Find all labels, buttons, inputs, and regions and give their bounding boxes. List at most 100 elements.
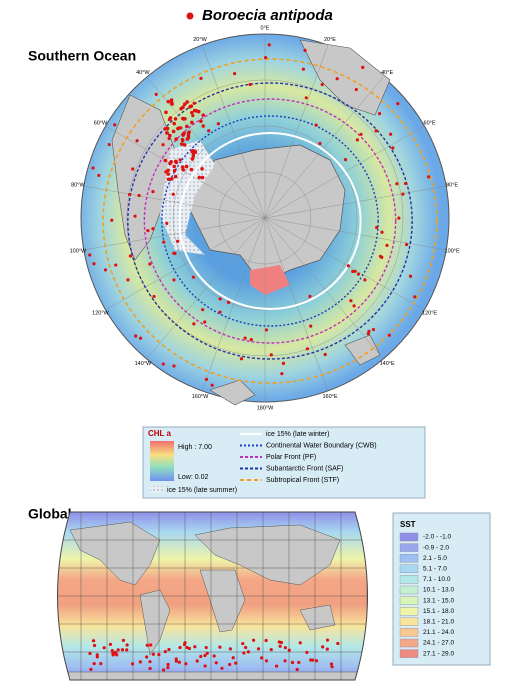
occurrence <box>199 76 203 80</box>
occurrence <box>203 664 207 668</box>
occurrence <box>169 101 174 105</box>
occurrence <box>367 329 371 333</box>
occurrence <box>218 310 222 314</box>
occurrence <box>234 661 238 665</box>
occurrence <box>346 264 351 268</box>
occurrence <box>187 130 191 134</box>
sst-label: 18.1 - 21.0 <box>423 619 454 626</box>
occurrence <box>361 65 365 69</box>
longitude-label: 20°W <box>193 37 207 43</box>
occurrence <box>190 110 194 115</box>
occurrence <box>298 641 302 645</box>
meridian <box>83 217 266 251</box>
occurrence <box>179 142 184 146</box>
occurrence <box>172 121 177 126</box>
occurrence <box>228 662 232 667</box>
occurrence <box>130 662 135 666</box>
occurrence <box>329 662 334 666</box>
occurrence <box>189 167 194 172</box>
longitude-label: 140°W <box>135 361 152 367</box>
occurrence <box>352 304 356 308</box>
occurrence <box>191 152 196 157</box>
occurrence <box>201 308 205 312</box>
occurrence <box>214 661 218 665</box>
occurrence <box>133 214 137 218</box>
sst-swatch <box>399 649 419 658</box>
occurrence <box>169 98 174 102</box>
sst-label: 27.1 - 29.0 <box>423 650 454 657</box>
occurrence <box>151 189 155 194</box>
occurrence <box>343 158 348 162</box>
occurrence <box>264 55 268 60</box>
longitude-label: 180°W <box>257 405 274 411</box>
occurrence <box>162 240 166 244</box>
occurrence <box>371 327 376 332</box>
sst-swatch <box>399 543 419 552</box>
occurrence <box>125 648 129 652</box>
occurrence <box>378 254 383 258</box>
occurrence <box>231 656 235 660</box>
occurrence <box>149 643 153 647</box>
occurrence <box>408 274 413 278</box>
occurrence <box>188 105 192 109</box>
occurrence <box>256 647 261 651</box>
occurrence <box>353 269 357 273</box>
occurrence <box>172 364 176 368</box>
occurrence <box>205 651 209 655</box>
occurrence <box>325 638 330 642</box>
sst-swatch <box>399 596 419 605</box>
occurrence <box>195 659 199 663</box>
occurrence <box>252 638 256 642</box>
meridian <box>264 185 447 219</box>
occurrence <box>92 262 96 266</box>
occurrence <box>228 647 232 651</box>
occurrence <box>275 664 279 668</box>
occurrence <box>194 109 199 113</box>
occurrence <box>191 275 196 279</box>
occurrence <box>148 262 152 266</box>
occurrence <box>108 642 113 646</box>
occurrence <box>314 123 318 127</box>
occurrence <box>92 661 96 666</box>
sst-label: -2.0 - -1.0 <box>423 534 452 541</box>
occurrence <box>146 229 150 233</box>
longitude-label: 100°W <box>70 248 87 254</box>
occurrence <box>161 362 165 366</box>
occurrence <box>114 652 118 656</box>
occurrence <box>167 647 171 652</box>
occurrence <box>165 131 169 135</box>
occurrence <box>192 322 196 326</box>
occurrence <box>200 167 204 171</box>
front-line <box>161 115 379 327</box>
occurrence <box>355 138 360 142</box>
occurrence <box>125 643 129 647</box>
occurrence <box>199 654 203 659</box>
occurrence <box>314 659 319 663</box>
occurrence <box>323 352 327 357</box>
front-line <box>143 98 397 344</box>
occurrence <box>269 647 273 652</box>
longitude-label: 140°E <box>380 361 395 367</box>
sst-label: -0.9 - 2.0 <box>423 544 449 551</box>
occurrence <box>180 165 185 169</box>
occurrence <box>145 655 149 659</box>
occurrence <box>184 662 188 666</box>
title: Boroecia antipoda <box>202 7 333 24</box>
occurrence <box>404 242 409 247</box>
occurrence <box>301 67 305 71</box>
occurrence <box>366 332 370 336</box>
occurrence <box>186 135 191 140</box>
occurrence <box>165 126 170 131</box>
occurrence <box>359 132 363 136</box>
occurrence <box>239 357 244 361</box>
occurrence <box>391 146 395 150</box>
sst-swatch <box>399 585 419 595</box>
longitude-label: 80°E <box>446 182 458 188</box>
occurrence <box>321 645 325 649</box>
occurrence <box>325 647 329 651</box>
sst-swatch <box>399 638 419 648</box>
occurrence <box>374 129 378 133</box>
longitude-label: 40°E <box>381 70 393 76</box>
occurrence <box>182 131 186 135</box>
occurrence <box>204 377 209 381</box>
